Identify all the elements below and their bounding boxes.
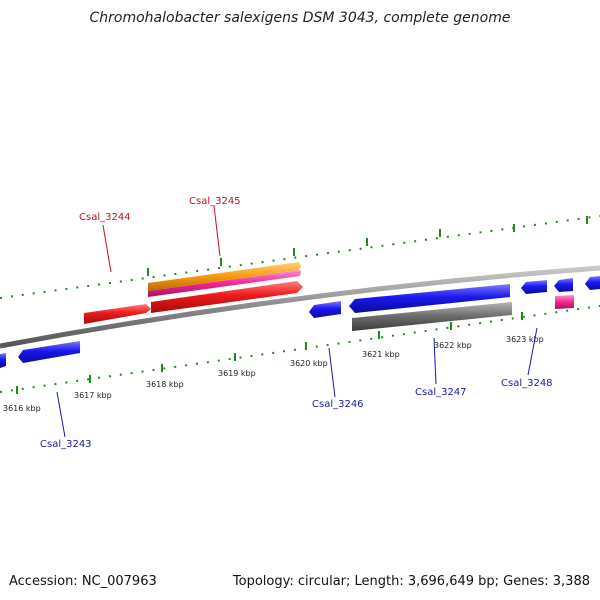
gene-labels[interactable]: Csal_3244 Csal_3245 Csal_3243 Csal_3246 … [40, 196, 553, 450]
cds-csal-3245-orange[interactable] [148, 262, 301, 291]
gene-left-edge[interactable] [0, 353, 6, 368]
scale-label: 3618 kbp [146, 380, 184, 389]
gene-csal-3244[interactable] [84, 304, 151, 324]
gene-label-csal-3243[interactable]: Csal_3243 [40, 439, 92, 450]
label-leaders [56, 205, 538, 438]
accession-text: Accession: NC_007963 [9, 574, 157, 589]
scale-label: 3616 kbp [3, 404, 41, 413]
gene-csal-3248[interactable] [521, 280, 547, 294]
gene-label-csal-3247[interactable]: Csal_3247 [415, 387, 467, 398]
gene-label-csal-3248[interactable]: Csal_3248 [501, 378, 553, 389]
scale-label: 3623 kbp [506, 335, 544, 344]
forward-genes[interactable] [84, 262, 303, 324]
gene-right-edge[interactable] [585, 276, 600, 290]
gene-csal-3247[interactable] [349, 284, 510, 313]
scale-labels: 3616 kbp 3617 kbp 3618 kbp 3619 kbp 3620… [3, 335, 544, 413]
gene-csal-3248-b[interactable] [554, 278, 573, 292]
map-title: Chromohalobacter salexigens DSM 3043, co… [89, 10, 511, 26]
cds-pink-small[interactable] [555, 295, 574, 309]
gene-csal-3246[interactable] [309, 301, 341, 318]
cds-csal-3247-gray[interactable] [352, 302, 512, 331]
gene-label-csal-3244[interactable]: Csal_3244 [79, 212, 131, 223]
reverse-scale-ruler [0, 305, 600, 394]
scale-label: 3621 kbp [362, 350, 400, 359]
gene-csal-3245[interactable] [151, 281, 303, 313]
scale-label: 3617 kbp [74, 391, 112, 400]
genome-stats-text: Topology: circular; Length: 3,696,649 bp… [232, 574, 590, 589]
cds-csal-3245-pink[interactable] [148, 270, 301, 297]
gene-csal-3243[interactable] [18, 341, 80, 363]
genome-backbone [0, 265, 600, 349]
reverse-genes[interactable] [0, 276, 600, 368]
scale-label: 3619 kbp [218, 369, 256, 378]
gene-label-csal-3246[interactable]: Csal_3246 [312, 399, 364, 410]
scale-label: 3622 kbp [434, 341, 472, 350]
scale-label: 3620 kbp [290, 359, 328, 368]
gene-label-csal-3245[interactable]: Csal_3245 [189, 196, 241, 207]
forward-scale-ruler [0, 215, 600, 299]
